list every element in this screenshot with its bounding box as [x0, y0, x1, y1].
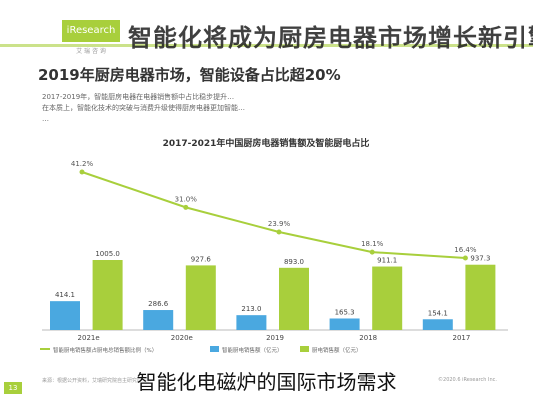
header-banner: iResearch 艾 瑞 咨 询 智能化将成为厨房电器市场增长新引擎 [0, 0, 533, 58]
ratio-point-2020e [183, 204, 189, 210]
legend-label-ratio: 智能厨电销售额占厨电总销售额比例（%） [53, 346, 157, 354]
ratio-label-2020e: 31.0% [175, 195, 198, 203]
label-total-2019: 893.0 [284, 258, 304, 266]
x-tick-2021e: 2021e [78, 334, 100, 342]
x-tick-2020e: 2020e [171, 334, 193, 342]
footer-source: 来源：根据公开资料，艾瑞研究院自主研究绘制。 [42, 378, 153, 384]
bar-total-2019 [279, 267, 309, 330]
header-accent-bar [0, 44, 533, 47]
ratio-point-2019 [276, 229, 282, 235]
bar-smart-2018 [329, 318, 360, 330]
bar-total-2020e [185, 265, 216, 330]
bar-smart-2021e [50, 301, 80, 330]
ratio-point-2021e [79, 169, 85, 175]
label-smart-2018: 165.3 [335, 308, 355, 316]
label-smart-2017: 154.1 [428, 309, 448, 317]
label-total-2018: 911.1 [377, 257, 397, 265]
label-smart-2020e: 286.6 [148, 300, 169, 308]
iresearch-logo: iResearch [62, 20, 120, 42]
ratio-label-2019: 23.9% [268, 220, 291, 228]
page-number: 13 [4, 382, 22, 394]
footer-copyright: ©2020.6 iResearch Inc. [438, 377, 497, 383]
ratio-label-2017: 16.4% [454, 246, 477, 254]
bar-total-2018 [372, 266, 403, 330]
x-tick-2017: 2017 [452, 334, 470, 342]
label-smart-2021e: 414.1 [55, 291, 75, 299]
body-text-line-2: 在本质上，智能化技术的突破与消费升级使得厨房电器更加智能… [42, 104, 245, 112]
image-caption: 智能化电磁炉的国际市场需求 [136, 370, 397, 394]
label-total-2021e: 1005.0 [95, 250, 120, 258]
legend-label-smart: 智能厨电销售额（亿元） [222, 346, 283, 354]
x-tick-2018: 2018 [359, 334, 377, 342]
bar-total-2017 [465, 264, 496, 330]
ratio-line [81, 171, 466, 259]
label-smart-2019: 213.0 [241, 305, 261, 313]
body-text-line-3: … [42, 115, 49, 123]
label-total-2020e: 927.6 [191, 255, 212, 263]
bar-total-2021e [92, 260, 123, 330]
x-tick-2019: 2019 [266, 334, 284, 342]
page-title: 智能化将成为厨房电器市场增长新引擎 [128, 24, 533, 52]
label-total-2017: 937.3 [470, 255, 490, 263]
legend-swatch-smart [210, 346, 219, 352]
body-text-line-1: 2017-2019年，智能厨房电器在电器销售额中占比稳步提升… [42, 93, 235, 101]
bar-smart-2017 [422, 319, 453, 330]
ratio-point-2017 [462, 255, 468, 261]
legend-label-total: 厨电销售额（亿元） [312, 346, 362, 354]
logo-subtitle: 艾 瑞 咨 询 [76, 48, 106, 55]
bar-smart-2020e [143, 310, 174, 330]
ratio-point-2018 [369, 249, 375, 255]
ratio-label-2021e: 41.2% [71, 160, 94, 168]
legend-swatch-total [300, 346, 309, 352]
section-subtitle: 2019年厨房电器市场，智能设备占比超20% [38, 66, 341, 84]
chart-title: 2017-2021年中国厨房电器销售额及智能厨电占比 [163, 137, 370, 149]
bar-smart-2019 [236, 315, 267, 330]
ratio-label-2018: 18.1% [361, 240, 384, 248]
